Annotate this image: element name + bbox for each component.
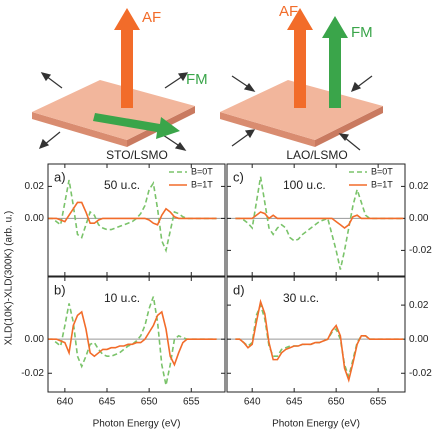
annotation: 30 u.c. [283,291,319,305]
spin-arrows [231,75,373,151]
af-arrow [287,8,313,108]
data-line [48,310,217,367]
plot-frame [226,163,406,277]
fm-label: FM [351,24,373,41]
y-tick-label: 0.02 [409,181,429,192]
plot-frame [47,163,226,277]
slab-side [220,112,315,147]
legend-label: B=1T [371,179,393,189]
plot-frame [47,276,226,393]
panel-label: d) [233,282,245,297]
y-axis-label: XLD(10K)-XLD(300K) (arb. u.) [4,211,15,346]
x-tick-label: 640 [244,397,261,408]
slab-side [32,112,127,147]
diagram-title: STO/LSMO [106,148,168,162]
af-label: AF [279,3,298,20]
af-label: AF [142,9,161,26]
af-arrow [114,8,140,108]
plot-frame [226,276,406,393]
diagram-lao: AF FM LAO/LSMO [220,3,383,162]
legend-label: B=0T [191,166,213,176]
x-tick-label: 655 [183,397,200,408]
diagram-title: LAO/LSMO [286,148,347,162]
annotation: 10 u.c. [104,291,140,305]
slab-top [220,80,383,140]
y-tick-label: 0.02 [409,300,429,311]
x-tick-label: 650 [141,397,158,408]
slab-side [315,106,383,147]
x-axis-label: Photon Energy (eV) [93,419,181,430]
panel-label: b) [54,282,66,297]
x-tick-label: 640 [57,397,74,408]
y-tick-label: -0.02 [21,368,44,379]
panel-label: c) [233,169,244,184]
y-tick-label: 0.00 [25,334,45,345]
y-tick-label: 0.00 [409,213,429,224]
y-tick-label: 0.00 [25,213,45,224]
x-tick-label: 645 [286,397,303,408]
data-line [235,298,404,383]
legend-label: B=0T [371,166,393,176]
legend-label: B=1T [191,179,213,189]
x-axis-label: Photon Energy (eV) [272,419,360,430]
annotation: 50 u.c. [104,178,140,192]
x-tick-label: 650 [328,397,345,408]
data-line [48,296,217,386]
data-line [235,211,404,230]
fm-arrow [93,113,180,139]
spin-arrows [38,72,189,151]
y-tick-label: 0.00 [409,334,429,345]
x-tick-label: 645 [99,397,116,408]
panel-label: a) [54,169,66,184]
data-line [48,201,217,226]
diagram-sto: AF FM STO/LSMO [32,8,208,162]
y-tick-label: 0.02 [25,181,45,192]
x-tick-label: 655 [370,397,387,408]
fm-label: FM [186,71,208,88]
fm-arrow [322,16,348,108]
data-line [235,302,404,380]
y-tick-label: -0.02 [409,245,432,256]
annotation: 100 u.c. [283,178,326,192]
y-tick-label: -0.02 [409,368,432,379]
